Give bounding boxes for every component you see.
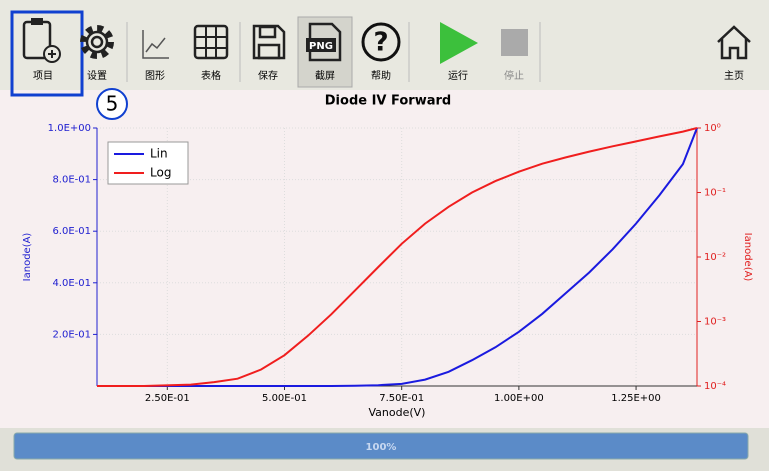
- legend-label: Lin: [150, 147, 168, 161]
- y2-tick-label: 10⁰: [704, 123, 721, 134]
- y-tick-label: 1.0E+00: [48, 123, 91, 134]
- button-label: 主页: [724, 70, 744, 82]
- button-label: 截屏: [315, 69, 335, 82]
- y2-axis-label: Ianode(A): [742, 233, 753, 282]
- step-badge: [96, 88, 128, 120]
- y2-tick-label: 10⁻¹: [704, 188, 726, 199]
- x-tick-label: 7.50E-01: [379, 393, 424, 404]
- graph-button[interactable]: 图形: [142, 30, 169, 82]
- button-label: 保存: [258, 69, 278, 82]
- y-tick-label: 8.0E-01: [52, 175, 91, 186]
- button-label: 停止: [504, 69, 524, 82]
- legend-box: [107, 141, 189, 185]
- series-line: [97, 127, 698, 387]
- x-tick-label: 2.50E-01: [145, 393, 190, 404]
- series-line: [97, 127, 698, 387]
- help-button[interactable]: ? 帮助: [361, 22, 401, 82]
- help-icon: ?: [373, 28, 388, 58]
- png-icon: PNG: [309, 41, 333, 52]
- toolbar-bg: [0, 0, 769, 90]
- home-button[interactable]: 主页: [717, 25, 751, 82]
- button-label: 运行: [448, 69, 468, 82]
- legend-label: Log: [150, 166, 171, 180]
- button-label: 项目: [33, 70, 53, 82]
- progress-label: 100%: [366, 442, 397, 453]
- x-tick-label: 1.25E+00: [611, 393, 661, 404]
- table-button[interactable]: 表格: [193, 24, 229, 82]
- x-tick-label: 5.00E-01: [262, 393, 307, 404]
- button-label: 图形: [145, 70, 165, 82]
- x-axis-label: Vanode(V): [369, 406, 426, 419]
- y2-tick-label: 10⁻²: [704, 252, 726, 263]
- y2-tick-label: 10⁻³: [704, 317, 726, 328]
- settings-button[interactable]: 设置: [80, 25, 114, 82]
- status-bar: 100%: [0, 428, 769, 471]
- progress-bar: [13, 432, 749, 460]
- highlight-frame: [10, 10, 84, 97]
- save-button[interactable]: 保存: [252, 24, 286, 82]
- run-button[interactable]: 运行: [440, 22, 478, 82]
- chart: Diode IV Forward Vanode(V) Ianode(A) Ian…: [22, 94, 753, 420]
- y-tick-label: 4.0E-01: [52, 278, 91, 289]
- screenshot-button[interactable]: PNG 截屏: [297, 16, 353, 88]
- chart-title: Diode IV Forward: [325, 94, 451, 109]
- y-axis-label: Ianode(A): [22, 233, 33, 282]
- y-tick-label: 6.0E-01: [52, 226, 91, 237]
- stop-button[interactable]: 停止: [501, 29, 528, 82]
- project-button[interactable]: 项目: [22, 18, 61, 82]
- y2-tick-label: 10⁻⁴: [704, 381, 726, 392]
- button-label: 设置: [87, 70, 107, 82]
- button-label: 帮助: [371, 69, 391, 82]
- toolbar: 项目 设置 图形 表格 保存: [0, 0, 769, 97]
- y-tick-label: 2.0E-01: [52, 329, 91, 340]
- button-label: 表格: [201, 69, 221, 82]
- step-number: 5: [106, 92, 119, 116]
- x-tick-label: 1.00E+00: [494, 393, 544, 404]
